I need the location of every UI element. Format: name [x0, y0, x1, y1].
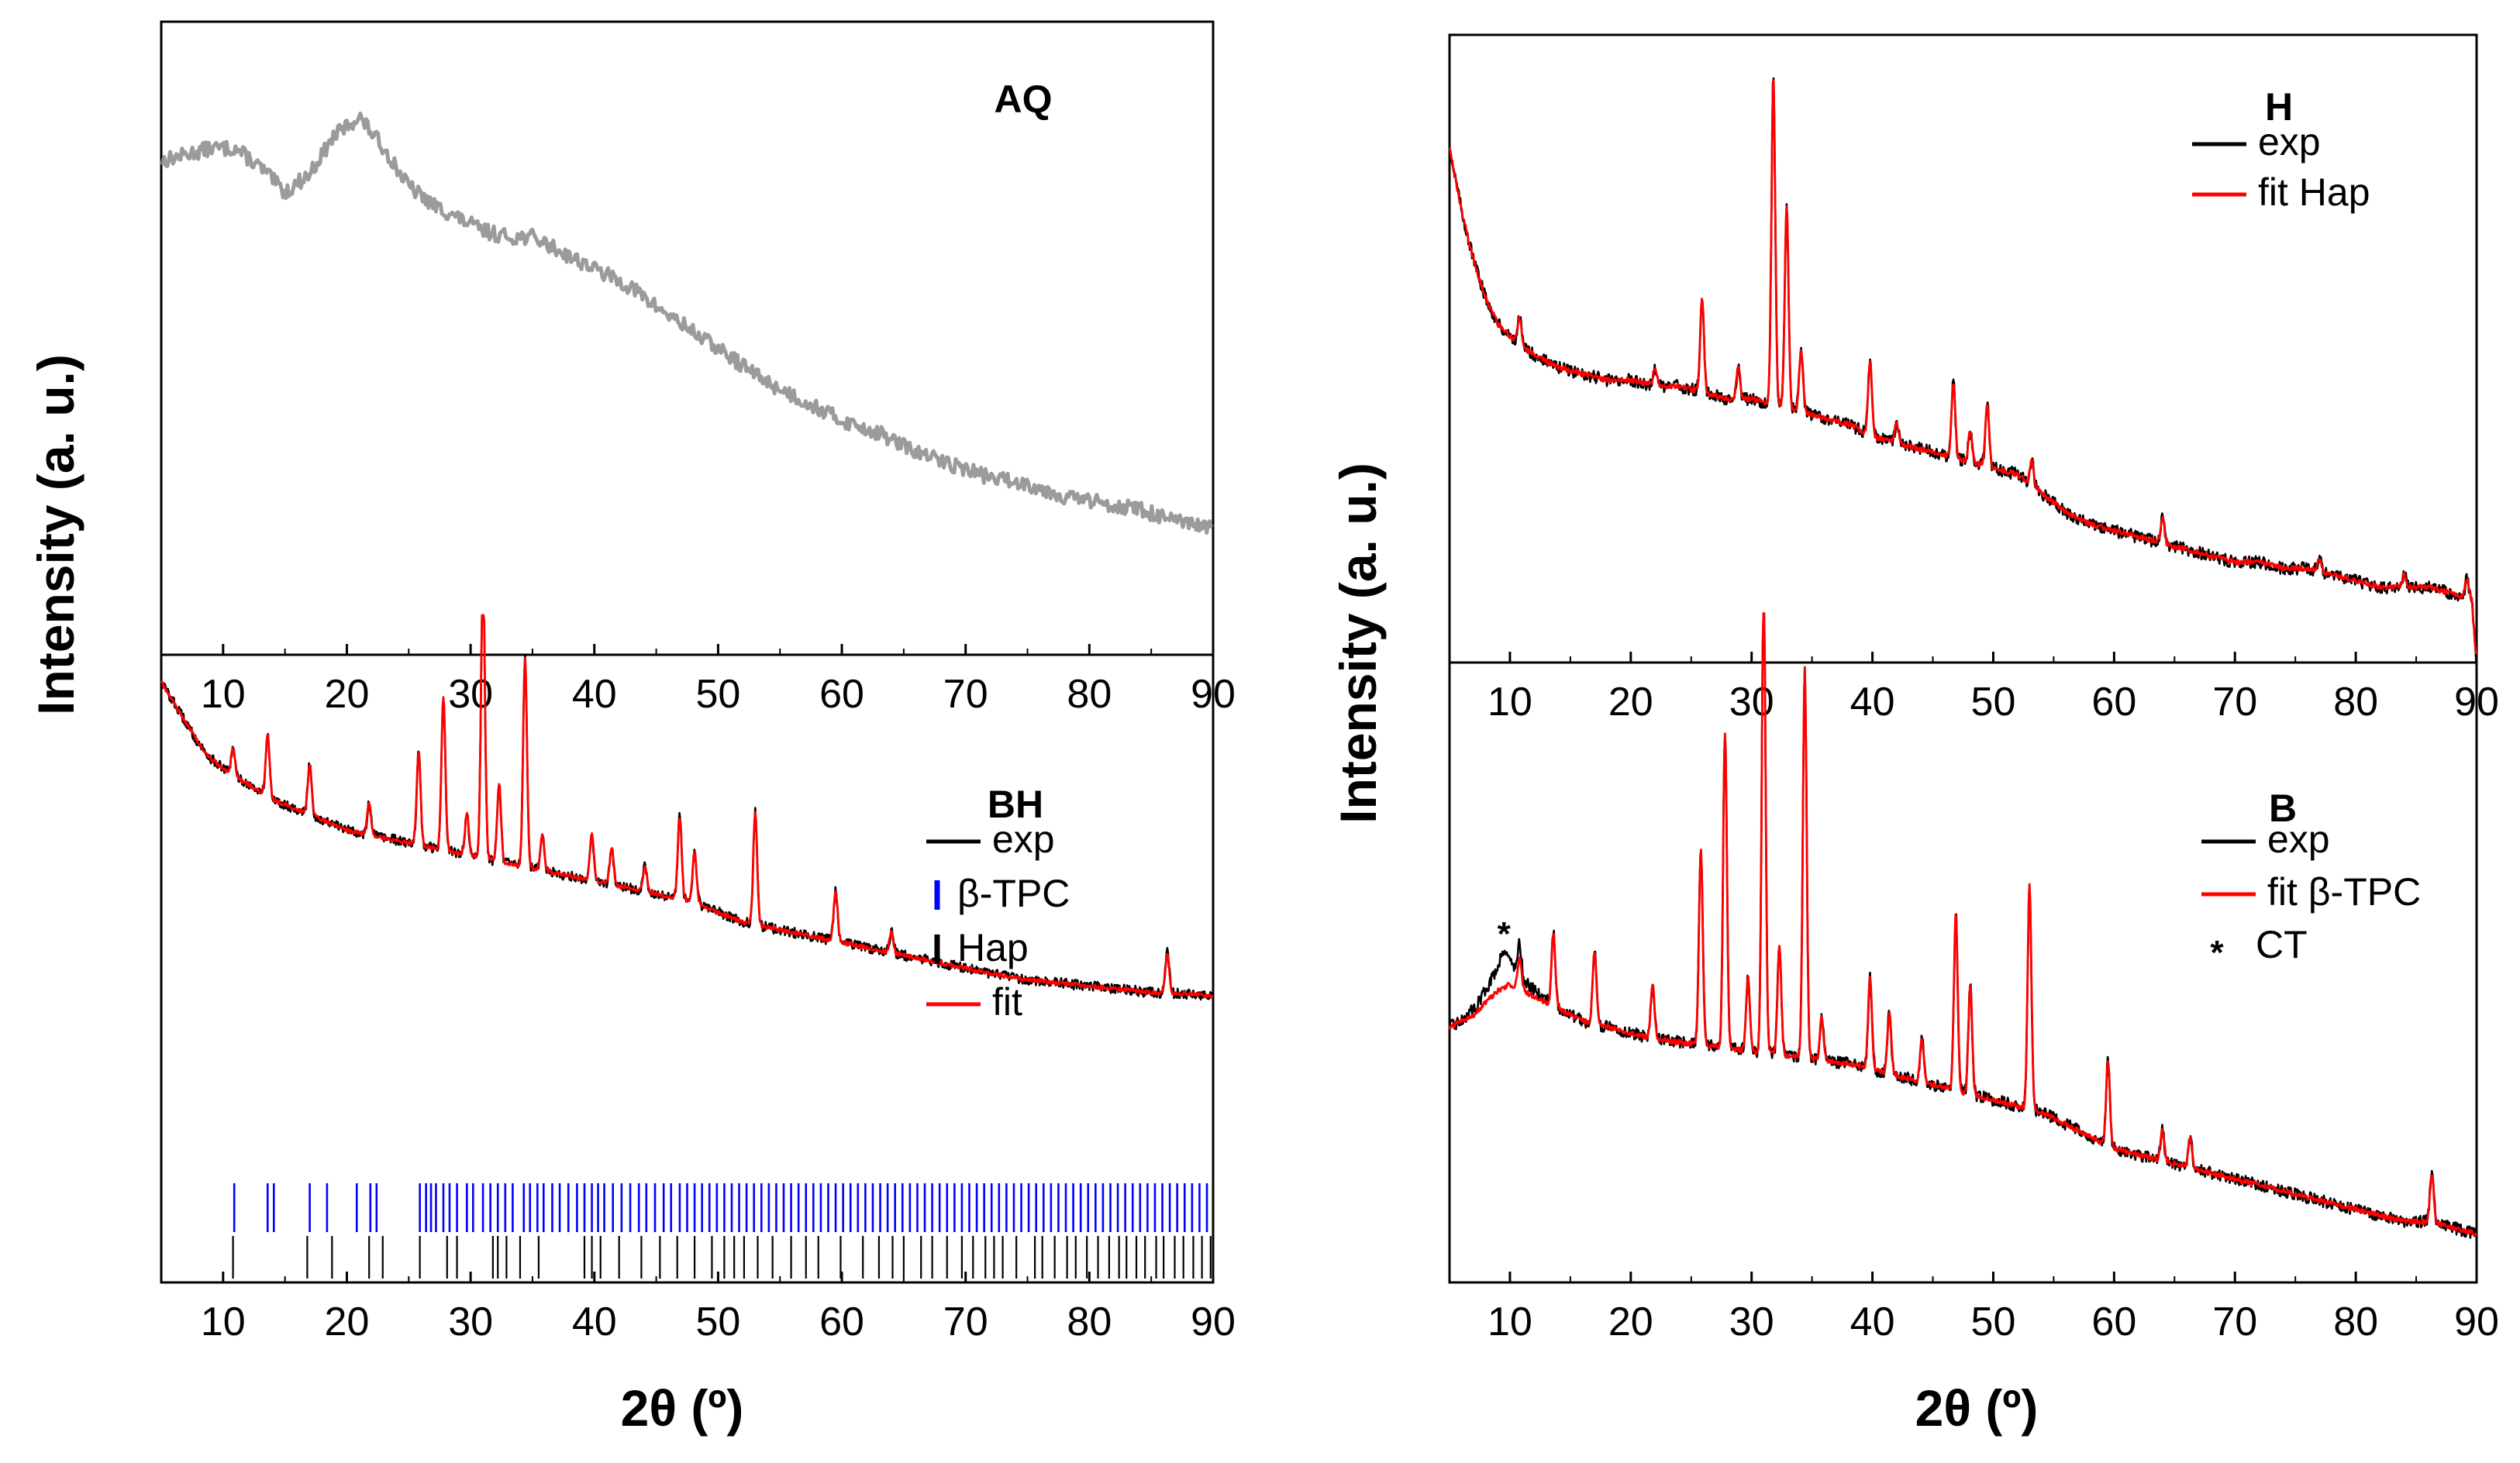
x-tick-label-b: 70 — [2212, 1299, 2257, 1344]
plot-frame-b — [1448, 661, 2478, 1284]
x-tick-label-b: 30 — [1729, 1299, 1774, 1344]
x-tick-label-bh: 50 — [695, 1299, 740, 1344]
x-tick-label-b: 50 — [1971, 1299, 2016, 1344]
x-tick-label-b: 40 — [1850, 1299, 1895, 1344]
x-tick-label-bh: 80 — [1067, 1299, 1112, 1344]
legend-bh: exp β-TPC Hap fit — [926, 818, 1070, 1024]
x-tick-label-bh: 30 — [448, 1299, 493, 1344]
x-tick-label-bh: 70 — [943, 1299, 988, 1344]
x-tick-label-h: 80 — [2333, 680, 2378, 725]
x-tick-label-b: 80 — [2333, 1299, 2378, 1344]
x-tick-label-h: 30 — [1729, 680, 1774, 725]
panel-title-b: B — [2269, 787, 2297, 830]
x-tick-label-bh: 10 — [201, 1299, 246, 1344]
x-tick-label-aq: 10 — [201, 672, 246, 717]
x-tick-label-h: 10 — [1488, 680, 1532, 725]
series-fit-line-h — [1448, 79, 2477, 655]
legend-h: exp fit Hap — [2192, 120, 2370, 214]
series-exp-line-bh — [160, 614, 1214, 1001]
x-tick-label-aq: 80 — [1067, 672, 1112, 717]
left-ylabel: Intensity (a. u.) — [27, 354, 84, 715]
panel-title-h: H — [2265, 85, 2293, 129]
legend-label: β-TPC — [957, 872, 1070, 915]
series-fit-line-b — [1448, 612, 2477, 1237]
panel-title-bh: BH — [988, 783, 1043, 826]
legend-label: fit β-TPC — [2267, 870, 2421, 914]
x-tick-label-b: 90 — [2454, 1299, 2499, 1344]
legend-b: exp fit β-TPC * CT — [2201, 818, 2421, 972]
plot-frame-bh — [160, 653, 1215, 1284]
legend-label: exp — [992, 818, 1055, 861]
x-tick-label-b: 60 — [2091, 1299, 2136, 1344]
right-xlabel: 2θ (º) — [1915, 1379, 2039, 1437]
legend-label: exp — [2267, 818, 2330, 861]
right-ylabel: Intensity (a. u.) — [1329, 463, 1387, 824]
x-tick-label-b: 10 — [1488, 1299, 1532, 1344]
legend-label: CT — [2256, 923, 2308, 966]
panel-b: 10 20 30 40 50 60 70 80 90 B * exp fit β-TPC * CT — [1448, 612, 2499, 1344]
series-exp-line-h — [1448, 77, 2477, 662]
x-tick-label-bh: 40 — [572, 1299, 617, 1344]
x-tick-label-h: 60 — [2091, 680, 2136, 725]
x-tick-label-bh: 60 — [819, 1299, 864, 1344]
series-aq-line-aq — [159, 112, 1214, 535]
x-tick-label-h: 40 — [1850, 680, 1895, 725]
x-tick-label-aq: 70 — [943, 672, 988, 717]
annotation-star: * — [1498, 915, 1512, 953]
x-tick-label-bh: 90 — [1191, 1299, 1236, 1344]
x-tick-label-aq: 60 — [819, 672, 864, 717]
legend-label: fit Hap — [2258, 170, 2370, 214]
x-tick-label-h: 20 — [1608, 680, 1653, 725]
plot-frame-aq — [160, 20, 1215, 656]
series-exp-line-b — [1448, 612, 2477, 1239]
x-tick-label-aq: 20 — [325, 672, 370, 717]
x-tick-label-aq: 50 — [695, 672, 740, 717]
x-tick-label-aq: 30 — [448, 672, 493, 717]
series-fit-line-bh — [160, 614, 1214, 999]
legend-label: exp — [2258, 120, 2321, 164]
x-tick-label-h: 70 — [2212, 680, 2257, 725]
panel-title-aq: AQ — [995, 77, 1053, 121]
x-tick-label-bh: 20 — [325, 1299, 370, 1344]
x-tick-label-aq: 40 — [572, 672, 617, 717]
legend-label: Hap — [957, 926, 1029, 969]
left-xlabel: 2θ (º) — [621, 1379, 744, 1437]
x-tick-label-b: 20 — [1608, 1299, 1653, 1344]
legend-label: fit — [992, 980, 1022, 1024]
x-tick-label-h: 50 — [1971, 680, 2016, 725]
legend-swatch-ct-star: * — [2210, 934, 2224, 972]
